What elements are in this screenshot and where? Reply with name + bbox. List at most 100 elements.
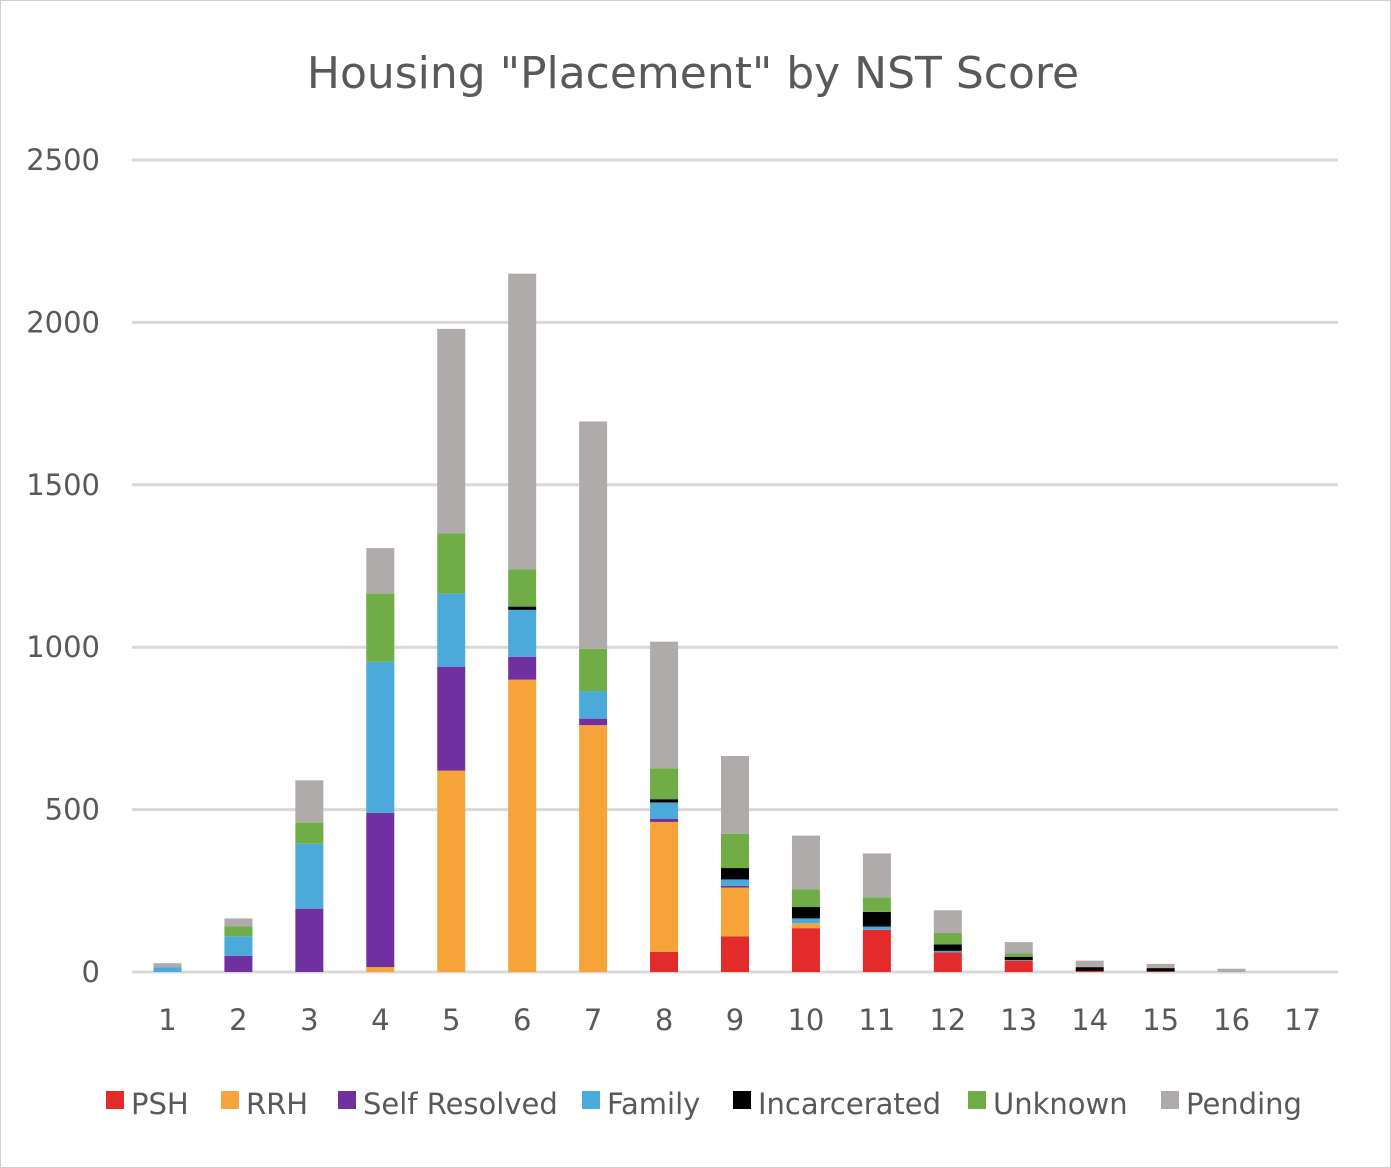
bar-segment-family-10 <box>791 918 820 924</box>
bar-segment-pending-13 <box>1004 942 1033 954</box>
legend-label-rrh: RRH <box>246 1087 308 1121</box>
legend-label-psh: PSH <box>131 1087 189 1121</box>
bar-segment-family-8 <box>650 802 679 819</box>
bar-segment-family-2 <box>224 936 253 956</box>
bar-segment-rrh-9 <box>721 887 749 937</box>
x-tick-label: 6 <box>513 1003 531 1037</box>
bar-segment-unknown-10 <box>791 889 820 908</box>
bar-segment-unknown-13 <box>1004 953 1033 957</box>
bar-segment-unknown-4 <box>366 593 395 662</box>
x-tick-label: 3 <box>300 1003 318 1037</box>
bar-segment-self-resolved-8 <box>650 818 679 822</box>
bar-segment-self-resolved-9 <box>721 885 749 888</box>
bar-segment-psh-14 <box>1075 971 1104 972</box>
bar-segment-psh-11 <box>862 929 891 972</box>
y-tick-label: 1000 <box>26 630 100 664</box>
x-tick-label: 17 <box>1284 1003 1321 1037</box>
x-tick-label: 10 <box>787 1003 824 1037</box>
bar-segment-pending-7 <box>579 421 608 649</box>
bar-segment-pending-11 <box>862 853 891 898</box>
y-tick-label: 500 <box>45 793 100 827</box>
legend-swatch-family <box>582 1091 600 1109</box>
legend-label-incarcerated: Incarcerated <box>758 1087 941 1121</box>
bar-segment-rrh-7 <box>579 725 608 972</box>
bar-segment-self-resolved-3 <box>295 908 324 972</box>
legend-label-self-resolved: Self Resolved <box>363 1087 558 1121</box>
bar-segment-pending-16 <box>1217 968 1246 972</box>
y-axis: 0 500 1000 1500 2000 2500 <box>26 143 100 989</box>
bar-segment-incarcerated-9 <box>721 868 749 880</box>
x-tick-label: 1 <box>158 1003 176 1037</box>
bar-segment-pending-6 <box>508 273 537 570</box>
bar-segment-family-13 <box>1004 959 1033 961</box>
x-tick-label: 9 <box>726 1003 744 1037</box>
bar-segment-psh-10 <box>791 928 820 972</box>
y-tick-label: 1500 <box>26 468 100 502</box>
y-tick-label: 2500 <box>26 143 100 177</box>
x-tick-label: 2 <box>229 1003 247 1037</box>
bar-segment-family-6 <box>508 609 537 657</box>
y-tick-label: 0 <box>82 955 100 989</box>
bar-segment-family-9 <box>721 879 749 886</box>
legend-label-pending: Pending <box>1186 1087 1302 1121</box>
bar-segment-pending-14 <box>1075 960 1104 968</box>
gridlines <box>132 158 1338 974</box>
bar-segment-psh-12 <box>933 952 962 972</box>
bar-segment-rrh-10 <box>791 923 820 929</box>
legend-swatch-rrh <box>221 1091 239 1109</box>
bar-segment-psh-8 <box>650 951 679 972</box>
bar-segment-incarcerated-6 <box>508 606 537 610</box>
bar-segment-unknown-12 <box>933 933 962 945</box>
x-tick-label: 14 <box>1071 1003 1108 1037</box>
bar-segment-family-4 <box>366 661 395 813</box>
bar-segment-pending-1 <box>153 963 182 968</box>
bar-segment-incarcerated-14 <box>1075 967 1104 972</box>
bar-segment-incarcerated-15 <box>1146 968 1175 972</box>
bar-segment-rrh-5 <box>437 770 466 972</box>
legend-swatch-self-resolved <box>338 1091 356 1109</box>
legend-swatch-incarcerated <box>733 1091 751 1109</box>
bar-segment-pending-15 <box>1146 963 1175 969</box>
bar-segment-psh-15 <box>1146 971 1175 972</box>
bar-segment-self-resolved-2 <box>224 955 253 972</box>
bar-segment-pending-2 <box>224 918 253 927</box>
bar-segment-pending-5 <box>437 328 466 534</box>
legend-swatch-pending <box>1161 1091 1179 1109</box>
legend-label-family: Family <box>607 1087 700 1121</box>
bar-segment-family-12 <box>933 950 962 953</box>
bar-segment-pending-4 <box>366 548 395 594</box>
bar-segment-unknown-8 <box>650 768 679 800</box>
bar-segment-self-resolved-5 <box>437 666 466 771</box>
x-tick-label: 7 <box>584 1003 602 1037</box>
bar-segment-rrh-8 <box>650 821 679 952</box>
legend: PSH RRH Self Resolved Family Incarcerated Unk… <box>106 1087 1302 1121</box>
legend-label-unknown: Unknown <box>993 1087 1128 1121</box>
bar-segment-rrh-6 <box>508 679 537 972</box>
x-tick-label: 11 <box>858 1003 895 1037</box>
bars <box>153 273 1246 972</box>
bar-segment-family-1 <box>153 967 182 972</box>
bar-segment-self-resolved-6 <box>508 656 537 680</box>
bar-segment-unknown-11 <box>862 897 891 912</box>
bar-segment-unknown-7 <box>579 648 608 692</box>
x-tick-label: 15 <box>1142 1003 1179 1037</box>
bar-segment-family-5 <box>437 593 466 667</box>
bar-segment-incarcerated-11 <box>862 911 891 927</box>
bar-segment-psh-9 <box>721 936 749 972</box>
bar-segment-incarcerated-8 <box>650 799 679 803</box>
x-tick-label: 12 <box>929 1003 966 1037</box>
bar-segment-family-7 <box>579 691 608 719</box>
x-tick-label: 16 <box>1213 1003 1250 1037</box>
legend-swatch-unknown <box>968 1091 986 1109</box>
bar-segment-pending-3 <box>295 780 324 823</box>
bar-segment-unknown-5 <box>437 533 466 594</box>
x-tick-label: 5 <box>442 1003 460 1037</box>
x-tick-label: 8 <box>655 1003 673 1037</box>
x-tick-label: 4 <box>371 1003 389 1037</box>
bar-segment-family-11 <box>862 926 891 930</box>
bar-segment-unknown-9 <box>721 833 749 869</box>
bar-segment-pending-9 <box>721 756 749 834</box>
bar-segment-unknown-6 <box>508 569 537 607</box>
bar-segment-incarcerated-13 <box>1004 956 1033 960</box>
